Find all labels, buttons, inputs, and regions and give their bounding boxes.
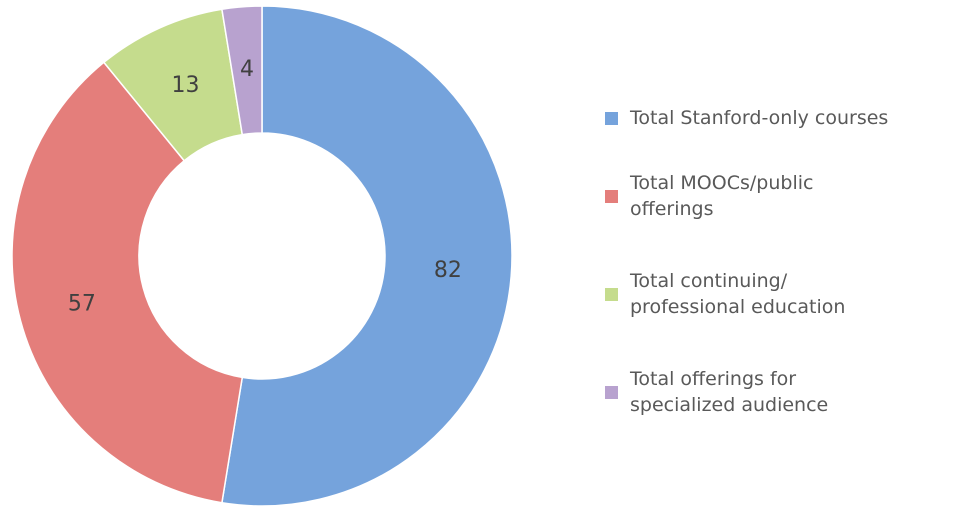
legend-item: Total Stanford-only courses <box>605 105 889 131</box>
legend-item: Total continuing/ professional education <box>605 268 880 320</box>
legend-item: Total offerings for specialized audience <box>605 366 880 418</box>
legend-label: Total Stanford-only courses <box>630 107 889 129</box>
data-label: 4 <box>240 57 254 82</box>
legend-label: Total offerings for specialized audience <box>630 368 829 416</box>
legend-item: Total MOOCs/public offerings <box>605 170 880 222</box>
legend-swatch <box>605 287 618 301</box>
legend-swatch <box>605 111 618 125</box>
data-label: 82 <box>434 258 462 283</box>
data-label: 57 <box>68 291 96 316</box>
legend-label: Total continuing/ professional education <box>630 270 846 318</box>
legend-label: Total MOOCs/public offerings <box>630 172 814 220</box>
legend-swatch <box>605 189 618 203</box>
donut-slice <box>221 5 513 507</box>
data-label: 13 <box>171 73 199 98</box>
legend-swatch <box>605 385 618 399</box>
donut-slice <box>221 5 263 136</box>
donut-slice <box>11 61 244 504</box>
